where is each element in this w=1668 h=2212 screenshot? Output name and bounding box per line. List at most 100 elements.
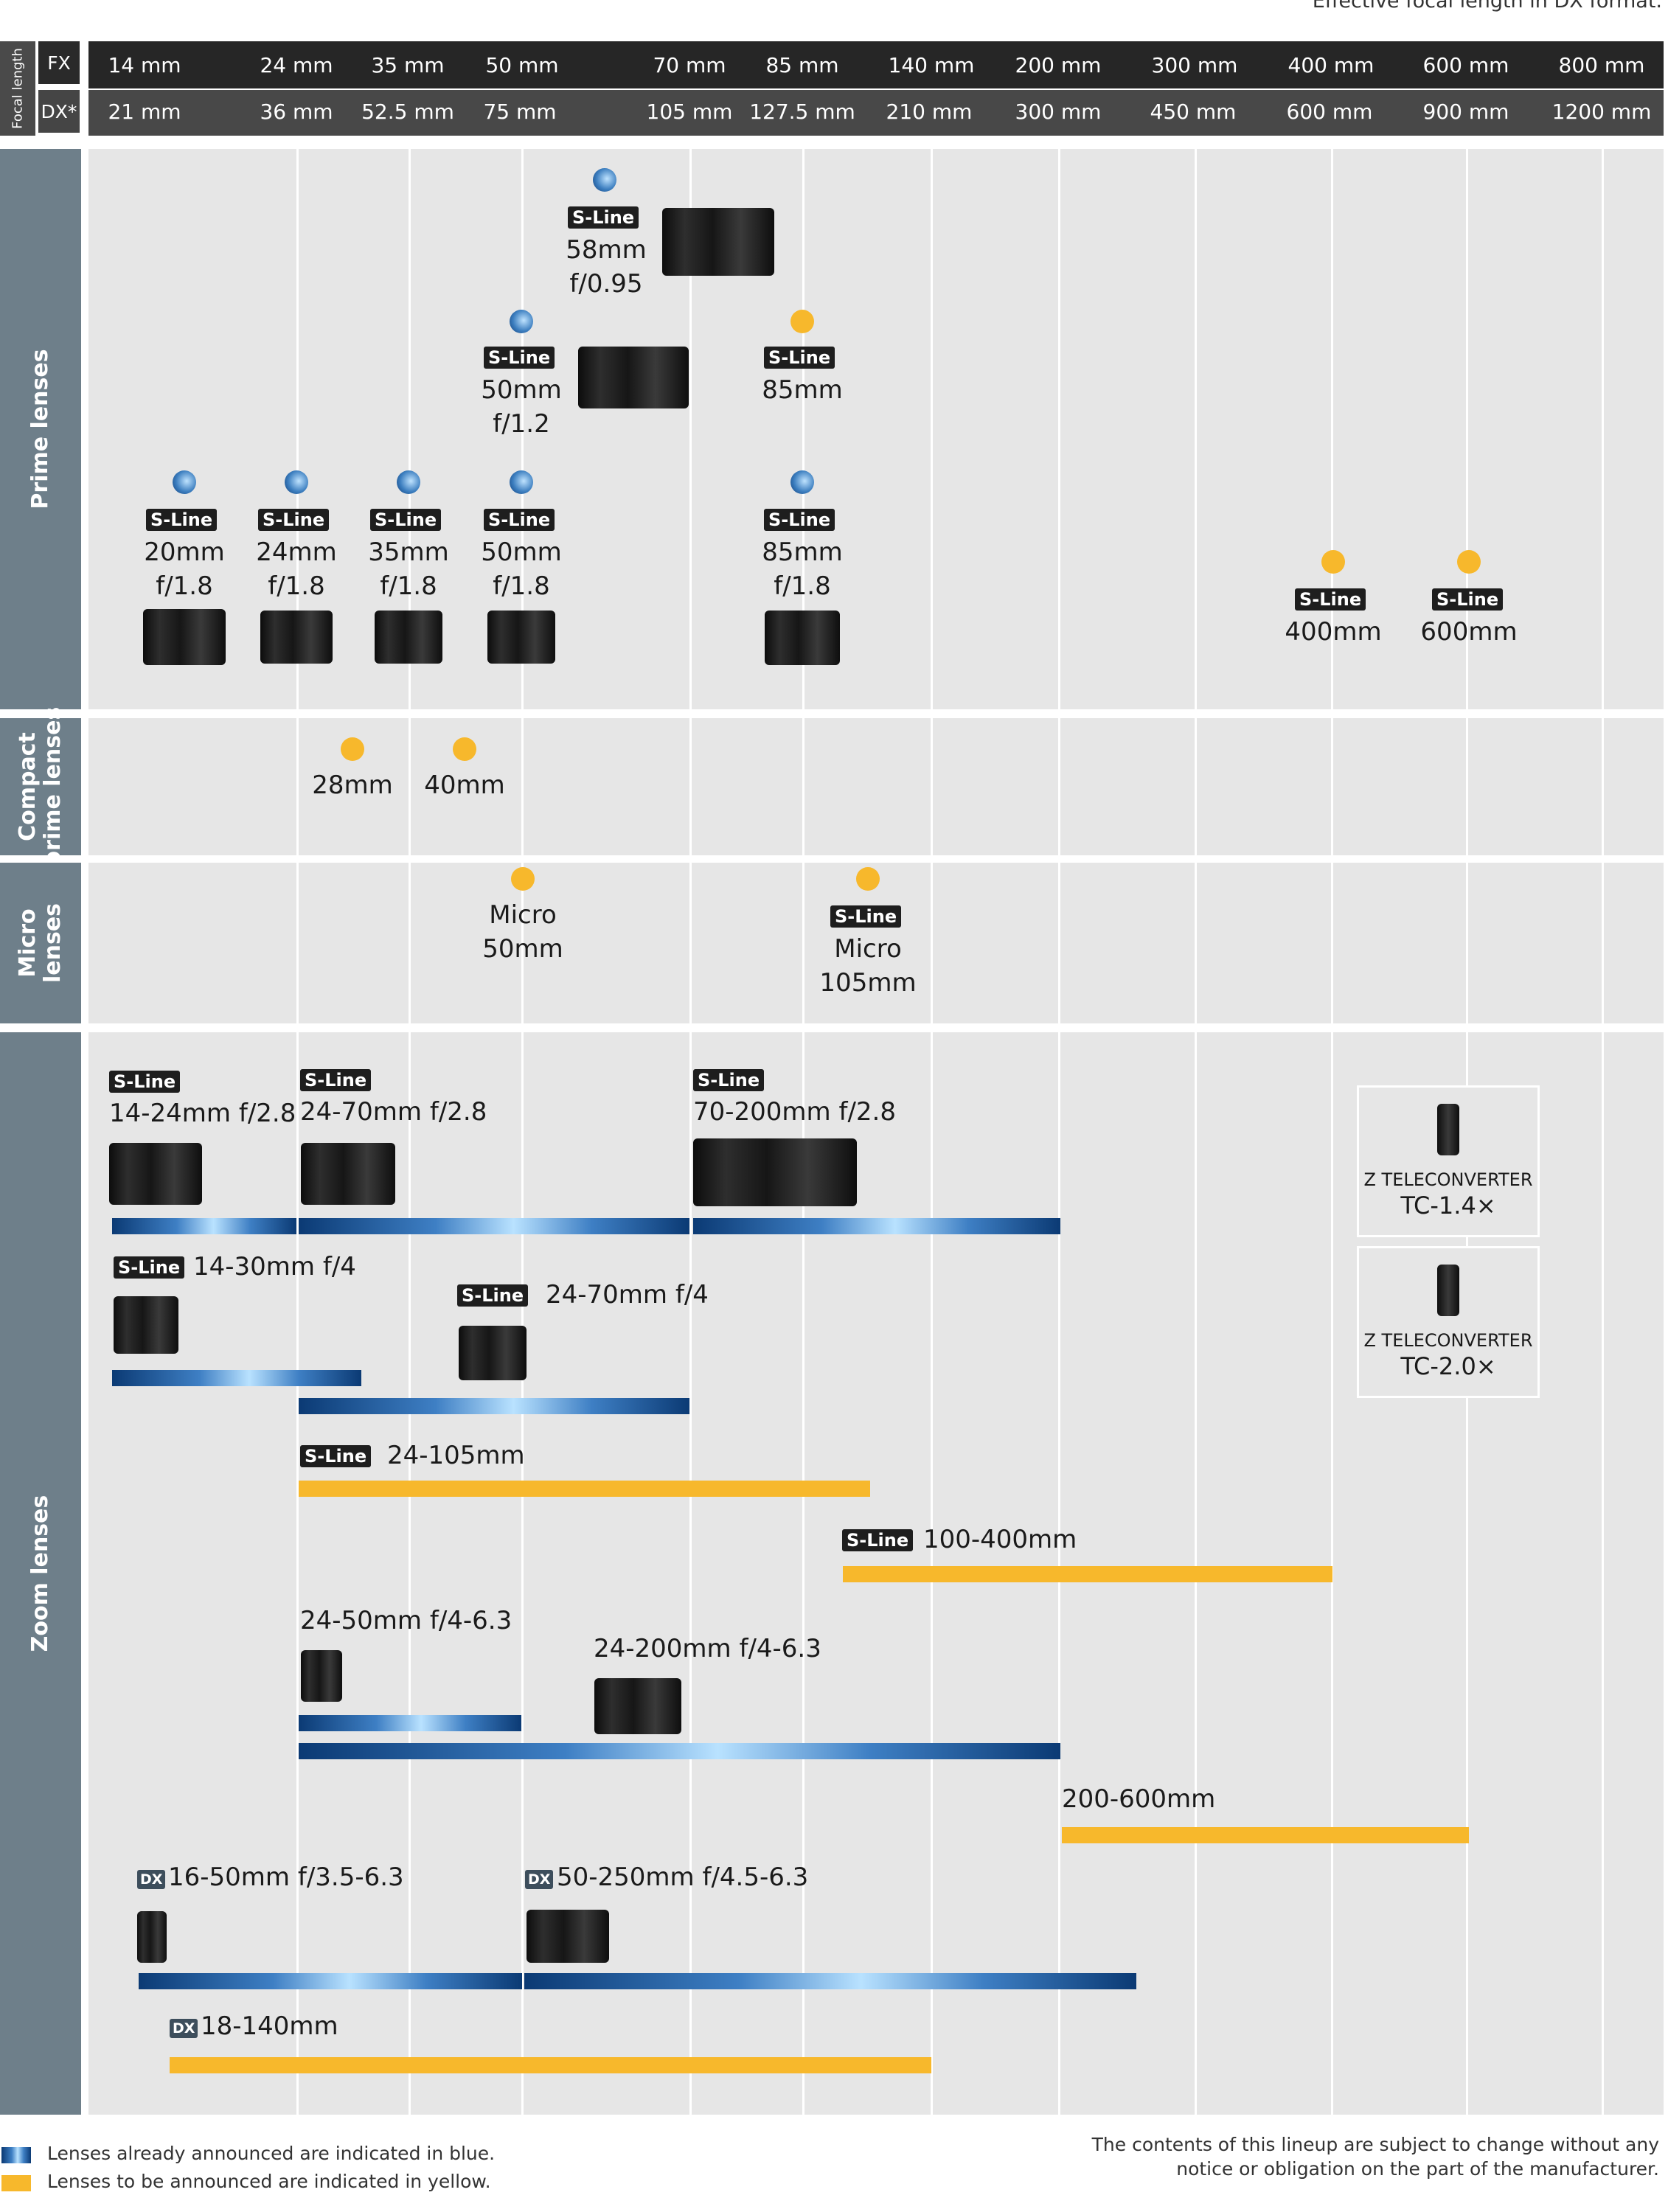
lens-image-14-24mm xyxy=(109,1143,202,1205)
s-line-badge: S-Line xyxy=(300,1445,372,1467)
lens-label-24-200mm: 24-200mm f/4-6.3 xyxy=(594,1634,821,1663)
lens-label-58mm: 58mm f/0.95 xyxy=(566,235,647,299)
s-line-badge: S-Line xyxy=(300,1069,372,1091)
s-line-badge: S-Line xyxy=(258,509,330,531)
lens-label-14-30mm: 14-30mm f/4 xyxy=(193,1252,356,1281)
dx-badge: DX xyxy=(525,1870,554,1889)
lens-image-24-70mm-f2.8 xyxy=(301,1143,395,1205)
lens-image-58mm xyxy=(662,208,774,276)
s-line-badge: S-Line xyxy=(764,347,835,369)
gridline xyxy=(1058,149,1060,2115)
teleconverter-label: Z TELECONVERTER xyxy=(1363,1169,1533,1190)
fx-tick: 14 mm xyxy=(108,53,181,77)
legend-swatch-blue xyxy=(1,2147,31,2163)
teleconverter-model: TC-2.0× xyxy=(1400,1352,1496,1380)
fx-tick: 300 mm xyxy=(1151,53,1238,77)
s-line-badge: S-Line xyxy=(1295,588,1366,611)
lens-label-600mm: 600mm xyxy=(1420,617,1518,647)
lens-label-14-24mm: 14-24mm f/2.8 xyxy=(109,1099,296,1128)
lens-label-micro-105mm: Micro 105mm xyxy=(819,934,917,998)
zoom-range-bar xyxy=(112,1218,296,1234)
lens-label-50-250mm: 50-250mm f/4.5-6.3 xyxy=(557,1863,809,1892)
lens-image-20mm xyxy=(143,609,226,665)
disclaimer: The contents of this lineup are subject … xyxy=(1091,2134,1659,2180)
lens-image-50mm-f1.2 xyxy=(578,347,689,408)
lens-label-40mm: 40mm xyxy=(424,771,505,800)
s-line-badge: S-Line xyxy=(484,347,555,369)
s-line-badge: S-Line xyxy=(484,509,555,531)
gridline xyxy=(1195,149,1197,2115)
s-line-badge: S-Line xyxy=(568,206,639,229)
zoom-range-bar-upcoming xyxy=(299,1481,870,1497)
zoom-range-bar xyxy=(693,1218,1060,1234)
lens-image-24mm xyxy=(260,611,333,664)
lens-image-70-200mm xyxy=(693,1138,857,1206)
dx-tick: 1200 mm xyxy=(1551,100,1652,124)
legend-blue-text: Lenses already announced are indicated i… xyxy=(47,2143,496,2164)
fx-scale-row xyxy=(88,41,1664,88)
gridline xyxy=(1602,149,1604,2115)
lens-image-16-50mm xyxy=(137,1911,167,1963)
to-be-announced-dot xyxy=(341,737,364,761)
gridline xyxy=(689,149,692,2115)
lens-image-85mm-f1.8 xyxy=(765,611,840,665)
teleconverter-label: Z TELECONVERTER xyxy=(1363,1330,1533,1351)
lens-image-24-50mm xyxy=(301,1650,342,1702)
s-line-badge: S-Line xyxy=(830,905,902,928)
gridline xyxy=(409,149,411,2115)
lens-label-20mm: 20mm f/1.8 xyxy=(144,538,225,601)
dx-scale-row xyxy=(88,90,1664,136)
s-line-badge: S-Line xyxy=(146,509,218,531)
dx-tag: DX* xyxy=(38,90,80,133)
lens-image-24-70mm-f4 xyxy=(459,1326,527,1380)
dx-tick: 210 mm xyxy=(886,100,973,124)
micro-panel xyxy=(88,863,1664,1023)
dx-note: Effective focal length in DX format. xyxy=(1312,0,1662,13)
dx-badge: DX xyxy=(137,1870,166,1889)
legend-swatch-yellow xyxy=(1,2175,31,2191)
dx-tick: 36 mm xyxy=(260,100,333,124)
gridline xyxy=(296,149,299,2115)
lens-label-24-50mm: 24-50mm f/4-6.3 xyxy=(300,1606,512,1635)
teleconverter-tc-1.4x: Z TELECONVERTER TC-1.4× xyxy=(1357,1085,1540,1237)
announced-dot xyxy=(593,168,616,192)
dx-tick: 900 mm xyxy=(1422,100,1509,124)
lens-label-28mm: 28mm xyxy=(312,771,393,800)
lens-label-24mm: 24mm f/1.8 xyxy=(256,538,337,601)
lens-label-70-200mm: 70-200mm f/2.8 xyxy=(693,1097,896,1127)
zoom-range-bar xyxy=(112,1370,361,1386)
lens-label-24-105mm: 24-105mm xyxy=(387,1441,525,1470)
lens-label-50mm-f1.2: 50mm f/1.2 xyxy=(481,375,562,439)
lens-image-14-30mm xyxy=(114,1296,178,1354)
fx-tick: 24 mm xyxy=(260,53,333,77)
s-line-badge: S-Line xyxy=(370,509,442,531)
lens-label-16-50mm: 16-50mm f/3.5-6.3 xyxy=(168,1863,404,1892)
teleconverter-image xyxy=(1437,1265,1459,1316)
section-label-zoom: Zoom lenses xyxy=(0,1032,81,2115)
lens-label-50mm-f1.8: 50mm f/1.8 xyxy=(481,538,562,601)
gridline xyxy=(1331,149,1333,2115)
zoom-range-bar xyxy=(139,1973,522,1989)
to-be-announced-dot xyxy=(1321,550,1345,574)
zoom-range-bar xyxy=(299,1218,689,1234)
zoom-range-bar-upcoming xyxy=(170,2057,931,2073)
gridline xyxy=(521,149,524,2115)
focal-length-label: Focal length xyxy=(0,41,35,136)
section-label-prime: Prime lenses xyxy=(0,149,81,709)
s-line-badge: S-Line xyxy=(693,1069,765,1091)
dx-tick: 21 mm xyxy=(108,100,181,124)
fx-tick: 400 mm xyxy=(1288,53,1375,77)
fx-tick: 70 mm xyxy=(653,53,726,77)
fx-tick: 50 mm xyxy=(485,53,559,77)
section-label-compact: Compact prime lenses xyxy=(0,707,81,866)
lens-label-85mm-upcoming: 85mm xyxy=(762,375,843,405)
lens-label-200-600mm: 200-600mm xyxy=(1062,1784,1216,1814)
announced-dot xyxy=(397,470,420,494)
s-line-badge: S-Line xyxy=(114,1256,185,1279)
s-line-badge: S-Line xyxy=(457,1284,529,1307)
fx-tag: FX xyxy=(38,41,80,84)
to-be-announced-dot xyxy=(856,867,880,891)
lens-label-85mm-f1.8: 85mm f/1.8 xyxy=(762,538,843,601)
legend-yellow-text: Lenses to be announced are indicated in … xyxy=(47,2171,491,2192)
prime-panel xyxy=(88,149,1664,709)
